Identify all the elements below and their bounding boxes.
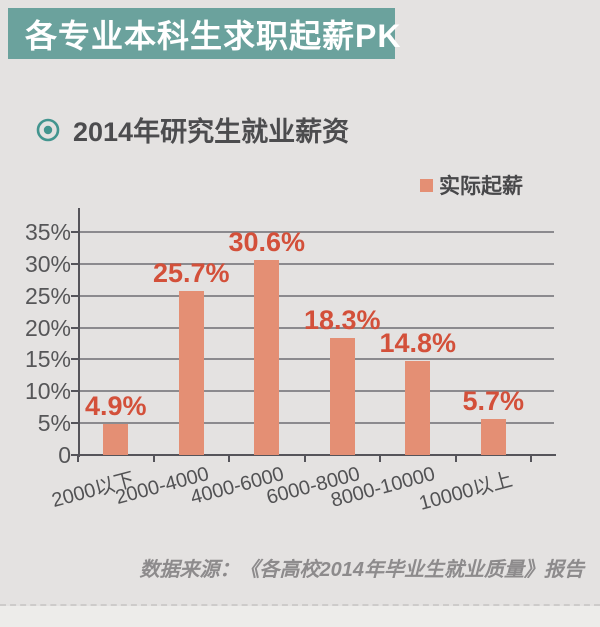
y-axis-tick [71,231,78,233]
gridline [78,358,554,361]
y-axis-tick [71,390,78,393]
bullseye-icon [36,118,60,141]
chart-subtitle-row: 2014年研究生就业薪资 [36,110,349,149]
y-axis-tick [71,294,78,297]
y-axis-tick [71,454,78,456]
data-source-note: 数据来源：《各高校2014年毕业生就业质量》报告 [139,559,585,581]
y-axis-label: 10% [24,378,71,405]
bar-chart: 0 5% 10% 15% 20% 25% 30% 35% 4.9% 2000以下 25.7% 2000… [24,208,556,515]
y-axis-line [78,208,80,457]
gridline [78,390,554,393]
bar-2 [178,291,204,455]
chart-subtitle: 2014年研究生就业薪资 [73,117,350,147]
legend-label: 实际起薪 [439,175,523,198]
y-axis-label: 20% [24,314,71,341]
gridline [78,422,554,425]
bar-1 [103,423,129,455]
bar-value-label: 18.3% [303,305,381,336]
legend-swatch [420,178,433,192]
bottom-dashed-divider [0,604,600,606]
x-axis-tick [530,455,532,462]
x-axis-line [78,454,556,456]
bar-value-label: 14.8% [379,327,457,358]
y-axis-label: 30% [24,250,71,277]
y-axis-tick [71,358,78,361]
y-axis-label: 5% [37,410,71,437]
y-axis-label: 0 [58,442,71,468]
y-axis-tick [71,422,78,425]
gridline [78,294,554,297]
bar-value-label: 4.9% [84,390,147,421]
x-axis-tick [77,455,79,462]
gridline [78,231,554,233]
bar-5 [405,360,431,455]
bar-value-label: 5.7% [462,385,525,416]
y-axis-tick [71,262,78,265]
bar-4 [329,338,355,455]
bar-3 [254,260,280,455]
x-axis-tick [303,455,306,462]
y-axis-label: 15% [24,346,71,373]
gridline [78,262,554,265]
bar-value-label: 30.6% [228,227,306,258]
x-axis-tick [152,455,155,462]
x-axis-tick [379,455,381,462]
page-title: 各专业本科生求职起薪PK [25,17,402,54]
legend: 实际起薪 [420,170,523,200]
gridline [78,326,554,329]
x-axis-tick [454,455,457,462]
bar-6 [480,418,506,455]
y-axis-tick [71,326,78,329]
bottom-strip [0,606,600,627]
y-axis-label: 35% [24,219,71,245]
bar-value-label: 25.7% [152,258,230,289]
page-title-banner: 各专业本科生求职起薪PK [8,8,400,59]
y-axis-label: 25% [24,282,71,309]
x-axis-tick [228,455,230,462]
